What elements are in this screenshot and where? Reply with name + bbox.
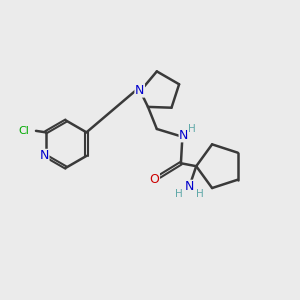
Text: N: N: [40, 149, 49, 162]
Text: H: H: [188, 124, 196, 134]
Text: H: H: [196, 189, 204, 199]
Text: N: N: [185, 180, 194, 193]
Text: N: N: [135, 84, 144, 97]
Text: O: O: [149, 173, 159, 186]
Text: H: H: [175, 189, 183, 199]
Text: Cl: Cl: [19, 126, 29, 136]
Text: N: N: [179, 129, 188, 142]
